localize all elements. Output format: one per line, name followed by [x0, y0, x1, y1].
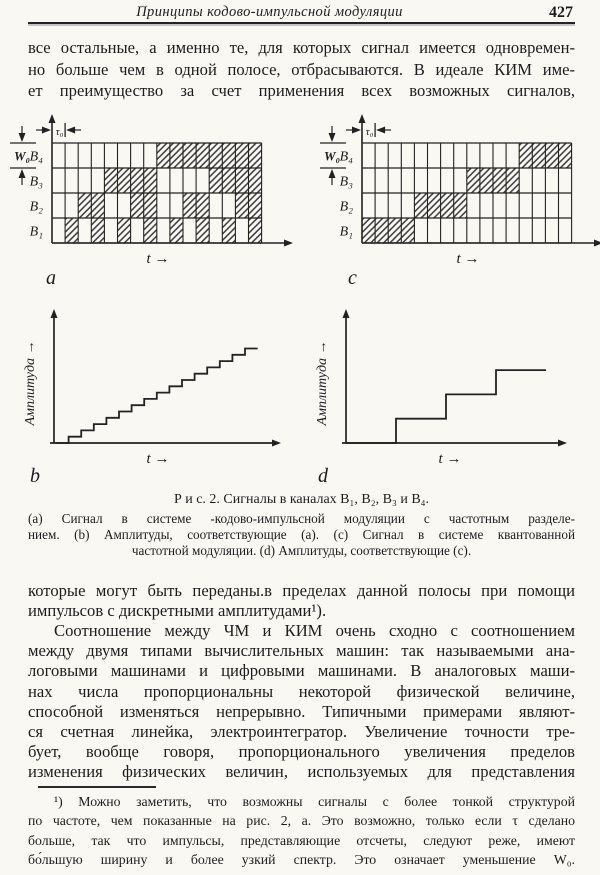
row-label: B₃ [340, 175, 354, 190]
arrowhead-right [352, 126, 361, 134]
text-line: импульсов с дискретными амплитудами¹). [28, 601, 327, 621]
text-line: которые могут быть переданы.в пределах д… [28, 581, 575, 600]
row-label: B₄ [30, 150, 44, 165]
text-line: частотной модуляции. (d) Амплитуды, соот… [131, 542, 472, 558]
arrowhead-left [66, 126, 76, 134]
row-label: B₂ [340, 200, 354, 215]
body-paragraph-1: которые могут быть переданы.в пределах д… [28, 581, 575, 621]
text-line: по частоте, чем показанные на рис. 2, a.… [28, 813, 575, 829]
footnote: ¹) Можно заметить, что возможны сигналы … [28, 792, 575, 870]
page-header: Принципы кодово-импульсной модуляции 427 [28, 4, 575, 22]
text-line: но больше чем в одной полосе, отбрасываю… [28, 59, 575, 79]
body-paragraph-2: Соотношение между ЧМ и КИМ очень сходно … [28, 621, 575, 783]
text-line: ¹) Можно заметить, что возможны сигналы … [54, 794, 575, 809]
text-line: изменения физических величин, используем… [28, 762, 575, 782]
text-line: между двумя типами вычислительных машин:… [28, 641, 575, 661]
figure-2: B₄ B₃ B₂ B₁ τ₀ W₀ t → B₄ B₃ B₂ B₁ τ₀ W₀ t → Амплитуд… [0, 108, 600, 486]
row-label: B₃ [30, 175, 44, 190]
text-line: больше, так что импульсы, представляющие… [28, 832, 575, 848]
time-axis-label: t → [457, 251, 480, 267]
amplitude-axis-label: Амплитуда → [23, 340, 38, 426]
running-title: Принципы кодово-импульсной модуляции [136, 4, 403, 20]
intro-paragraph: все остальные, а именно те, для которых … [28, 37, 575, 102]
arrowhead-up [342, 309, 350, 318]
bandwidth-label: W₀ [324, 149, 340, 164]
page-number: 427 [549, 4, 573, 21]
chart-c-quantized-fm-grid: B₄ B₃ B₂ B₁ τ₀ W₀ t → [320, 114, 600, 267]
arrowhead-left [376, 126, 386, 134]
text-line: ет преимущество за счет применения всех … [28, 81, 575, 100]
chart-d-amplitude-staircase: Амплитуда → t → [315, 309, 567, 467]
staircase-signal [56, 347, 258, 444]
text-line: нием. (b) Амплитуды, соответствующие (a)… [28, 526, 575, 542]
bandwidth-label: W₀ [14, 149, 30, 164]
arrowhead-right [594, 239, 600, 247]
panel-label-a: a [46, 267, 56, 289]
tau-width-label: τ₀ [366, 126, 374, 138]
text-line: ся счетная линейка, электроинтегратор. У… [28, 722, 575, 742]
text-line: способной изменяться непрерывно. Типичны… [28, 701, 575, 721]
text-line: все остальные, а именно те, для которых … [28, 38, 575, 57]
text-line: Соотношение между ЧМ и КИМ очень сходно … [54, 621, 575, 640]
text-line: логовыми машинами и цифровыми машинами. … [28, 661, 575, 681]
panel-label-c: c [348, 267, 357, 289]
arrowhead-right [272, 439, 281, 447]
text-line: нах числа пропорциональны некоторой физи… [28, 681, 575, 701]
row-label: B₁ [340, 225, 353, 240]
time-axis-label: t → [439, 451, 462, 467]
figure-caption-text: (a) Сигнал в системе -кодово-импульсной … [28, 511, 575, 558]
time-axis-label: t → [147, 251, 170, 267]
row-label: B₄ [340, 150, 354, 165]
arrowhead-down [328, 133, 336, 142]
tau-width-label: τ₀ [56, 126, 64, 138]
arrowhead-right [42, 126, 51, 134]
figure-caption-title: Р и с. 2. Сигналы в каналах B₁, B₂, B₃ и… [173, 492, 430, 507]
row-label: B₂ [30, 200, 44, 215]
text-line: (a) Сигнал в системе -кодово-импульсной … [28, 511, 575, 526]
arrowhead-up [358, 114, 366, 123]
time-axis-label: t → [147, 451, 170, 467]
arrowhead-down [18, 133, 26, 142]
amplitude-axis-label: Амплитуда → [315, 340, 330, 426]
panel-label-d: d [318, 465, 328, 487]
header-rule [28, 22, 575, 24]
arrowhead-up [328, 169, 336, 178]
chart-a-pcm-channel-grid: B₄ B₃ B₂ B₁ τ₀ W₀ t → [10, 114, 293, 267]
text-line: бо́льшую ширину и более узкий спектр. Эт… [28, 852, 575, 868]
row-label: B₁ [30, 225, 43, 240]
chart-b-amplitude-staircase: Амплитуда → t → [23, 309, 281, 467]
staircase-signal [346, 369, 546, 444]
arrowhead-right [558, 439, 567, 447]
panel-label-b: b [30, 465, 40, 487]
footnote-rule [38, 786, 156, 788]
arrowhead-up [50, 309, 58, 318]
arrowhead-up [18, 169, 26, 178]
text-line: бует, вообще говоря, пропорционального у… [28, 742, 575, 762]
arrowhead-up [48, 114, 56, 123]
arrowhead-right [284, 239, 293, 247]
